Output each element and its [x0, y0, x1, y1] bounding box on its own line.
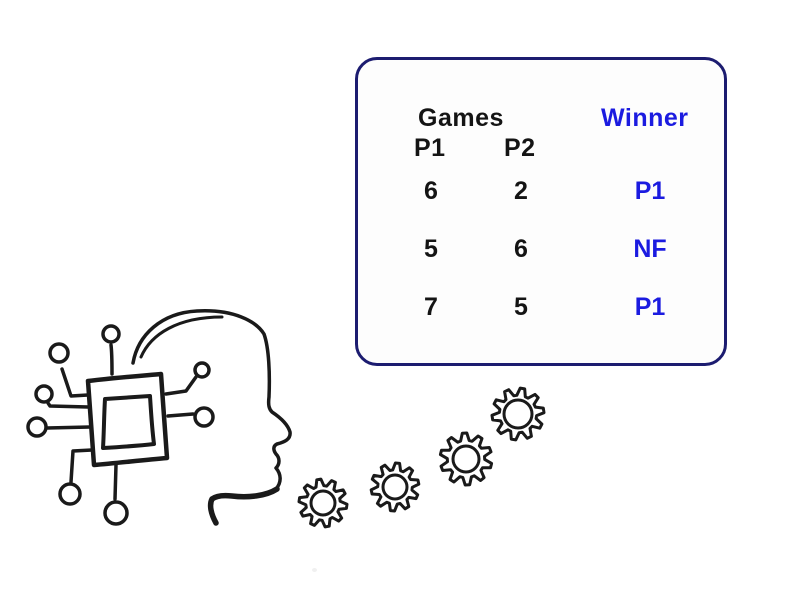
p2-score: 5	[514, 293, 528, 321]
games-column-header: Games	[418, 104, 504, 132]
p2-score: 2	[514, 177, 528, 205]
winner-value: NF	[633, 235, 667, 263]
table-row: 5 6 NF	[358, 235, 724, 265]
gear-hole	[502, 398, 534, 430]
p1-score: 7	[424, 293, 438, 321]
table-row: 7 5 P1	[358, 293, 724, 323]
gear-hole	[381, 473, 409, 501]
winner-value: P1	[634, 177, 666, 205]
gear-hole	[309, 489, 337, 517]
head-outline	[131, 309, 292, 491]
winner-value: P1	[634, 293, 666, 321]
gear-hole	[451, 444, 481, 474]
p1-score: 6	[424, 177, 438, 205]
p1-score: 5	[424, 235, 438, 263]
p2-score: 6	[514, 235, 528, 263]
winner-column-header: Winner	[601, 104, 689, 132]
chip-pins	[26, 324, 215, 526]
head-inner-arc	[139, 315, 224, 359]
chip-inner-square	[101, 394, 156, 450]
p1-subcolumn-header: P1	[414, 134, 446, 162]
results-panel: Games Winner P1 P2 6 2 P1 5 6 NF 7 5 P1	[355, 57, 727, 366]
faint-artifact-dot	[312, 568, 317, 572]
p2-subcolumn-header: P2	[504, 134, 536, 162]
head-jaw-neck	[207, 486, 280, 526]
table-row: 6 2 P1	[358, 177, 724, 207]
